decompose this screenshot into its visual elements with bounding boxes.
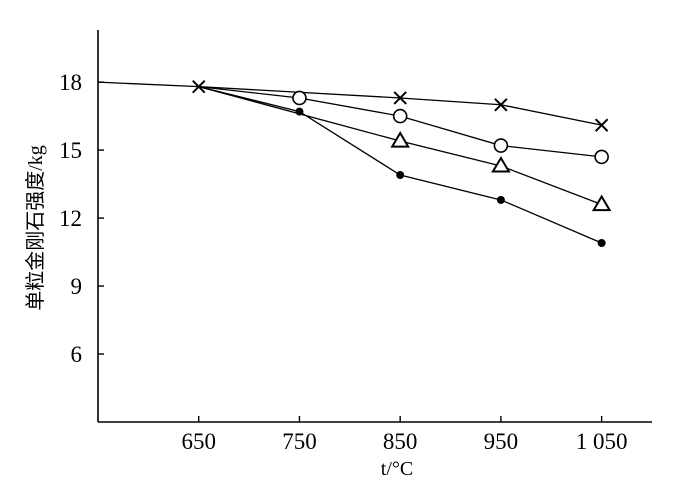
y-tick-label: 12	[59, 206, 82, 231]
data-point-circle	[292, 90, 307, 106]
y-axis-label: 单粒金刚石强度/kg	[24, 145, 47, 311]
x-tick-label: 950	[484, 429, 519, 454]
x-tick-label: 1 050	[576, 429, 628, 454]
data-point-circle	[392, 108, 408, 124]
axis-labels: t/°C 单粒金刚石强度/kg	[24, 145, 413, 480]
data-point-dot	[295, 107, 304, 116]
x-tick-label: 750	[282, 429, 317, 454]
y-tick-label: 9	[71, 274, 83, 299]
data-point-dot	[597, 238, 606, 247]
data-point-x	[192, 79, 206, 94]
x-tick-label: 850	[383, 429, 418, 454]
series-markers	[192, 79, 612, 247]
data-point-x	[594, 118, 609, 132]
data-point-dot	[396, 171, 405, 180]
x-axis-label: t/°C	[381, 458, 413, 480]
data-point-x	[494, 98, 508, 112]
data-point-triangle	[491, 155, 511, 173]
data-point-dot	[496, 195, 505, 204]
y-tick-label: 18	[59, 70, 82, 95]
x-tick-label: 650	[181, 429, 216, 454]
axes	[97, 30, 652, 423]
data-point-x	[393, 91, 407, 105]
y-tick-label: 15	[59, 138, 82, 163]
data-point-triangle	[591, 194, 612, 212]
ticks: 650 750 850 950 1 050 6 9 12 15 18	[59, 70, 628, 454]
lead-in-line	[97, 81, 199, 88]
y-tick-label: 6	[71, 342, 83, 367]
data-point-circle	[493, 138, 509, 153]
series-lines	[97, 81, 602, 244]
data-point-triangle	[390, 131, 410, 148]
data-point-circle	[594, 149, 609, 165]
